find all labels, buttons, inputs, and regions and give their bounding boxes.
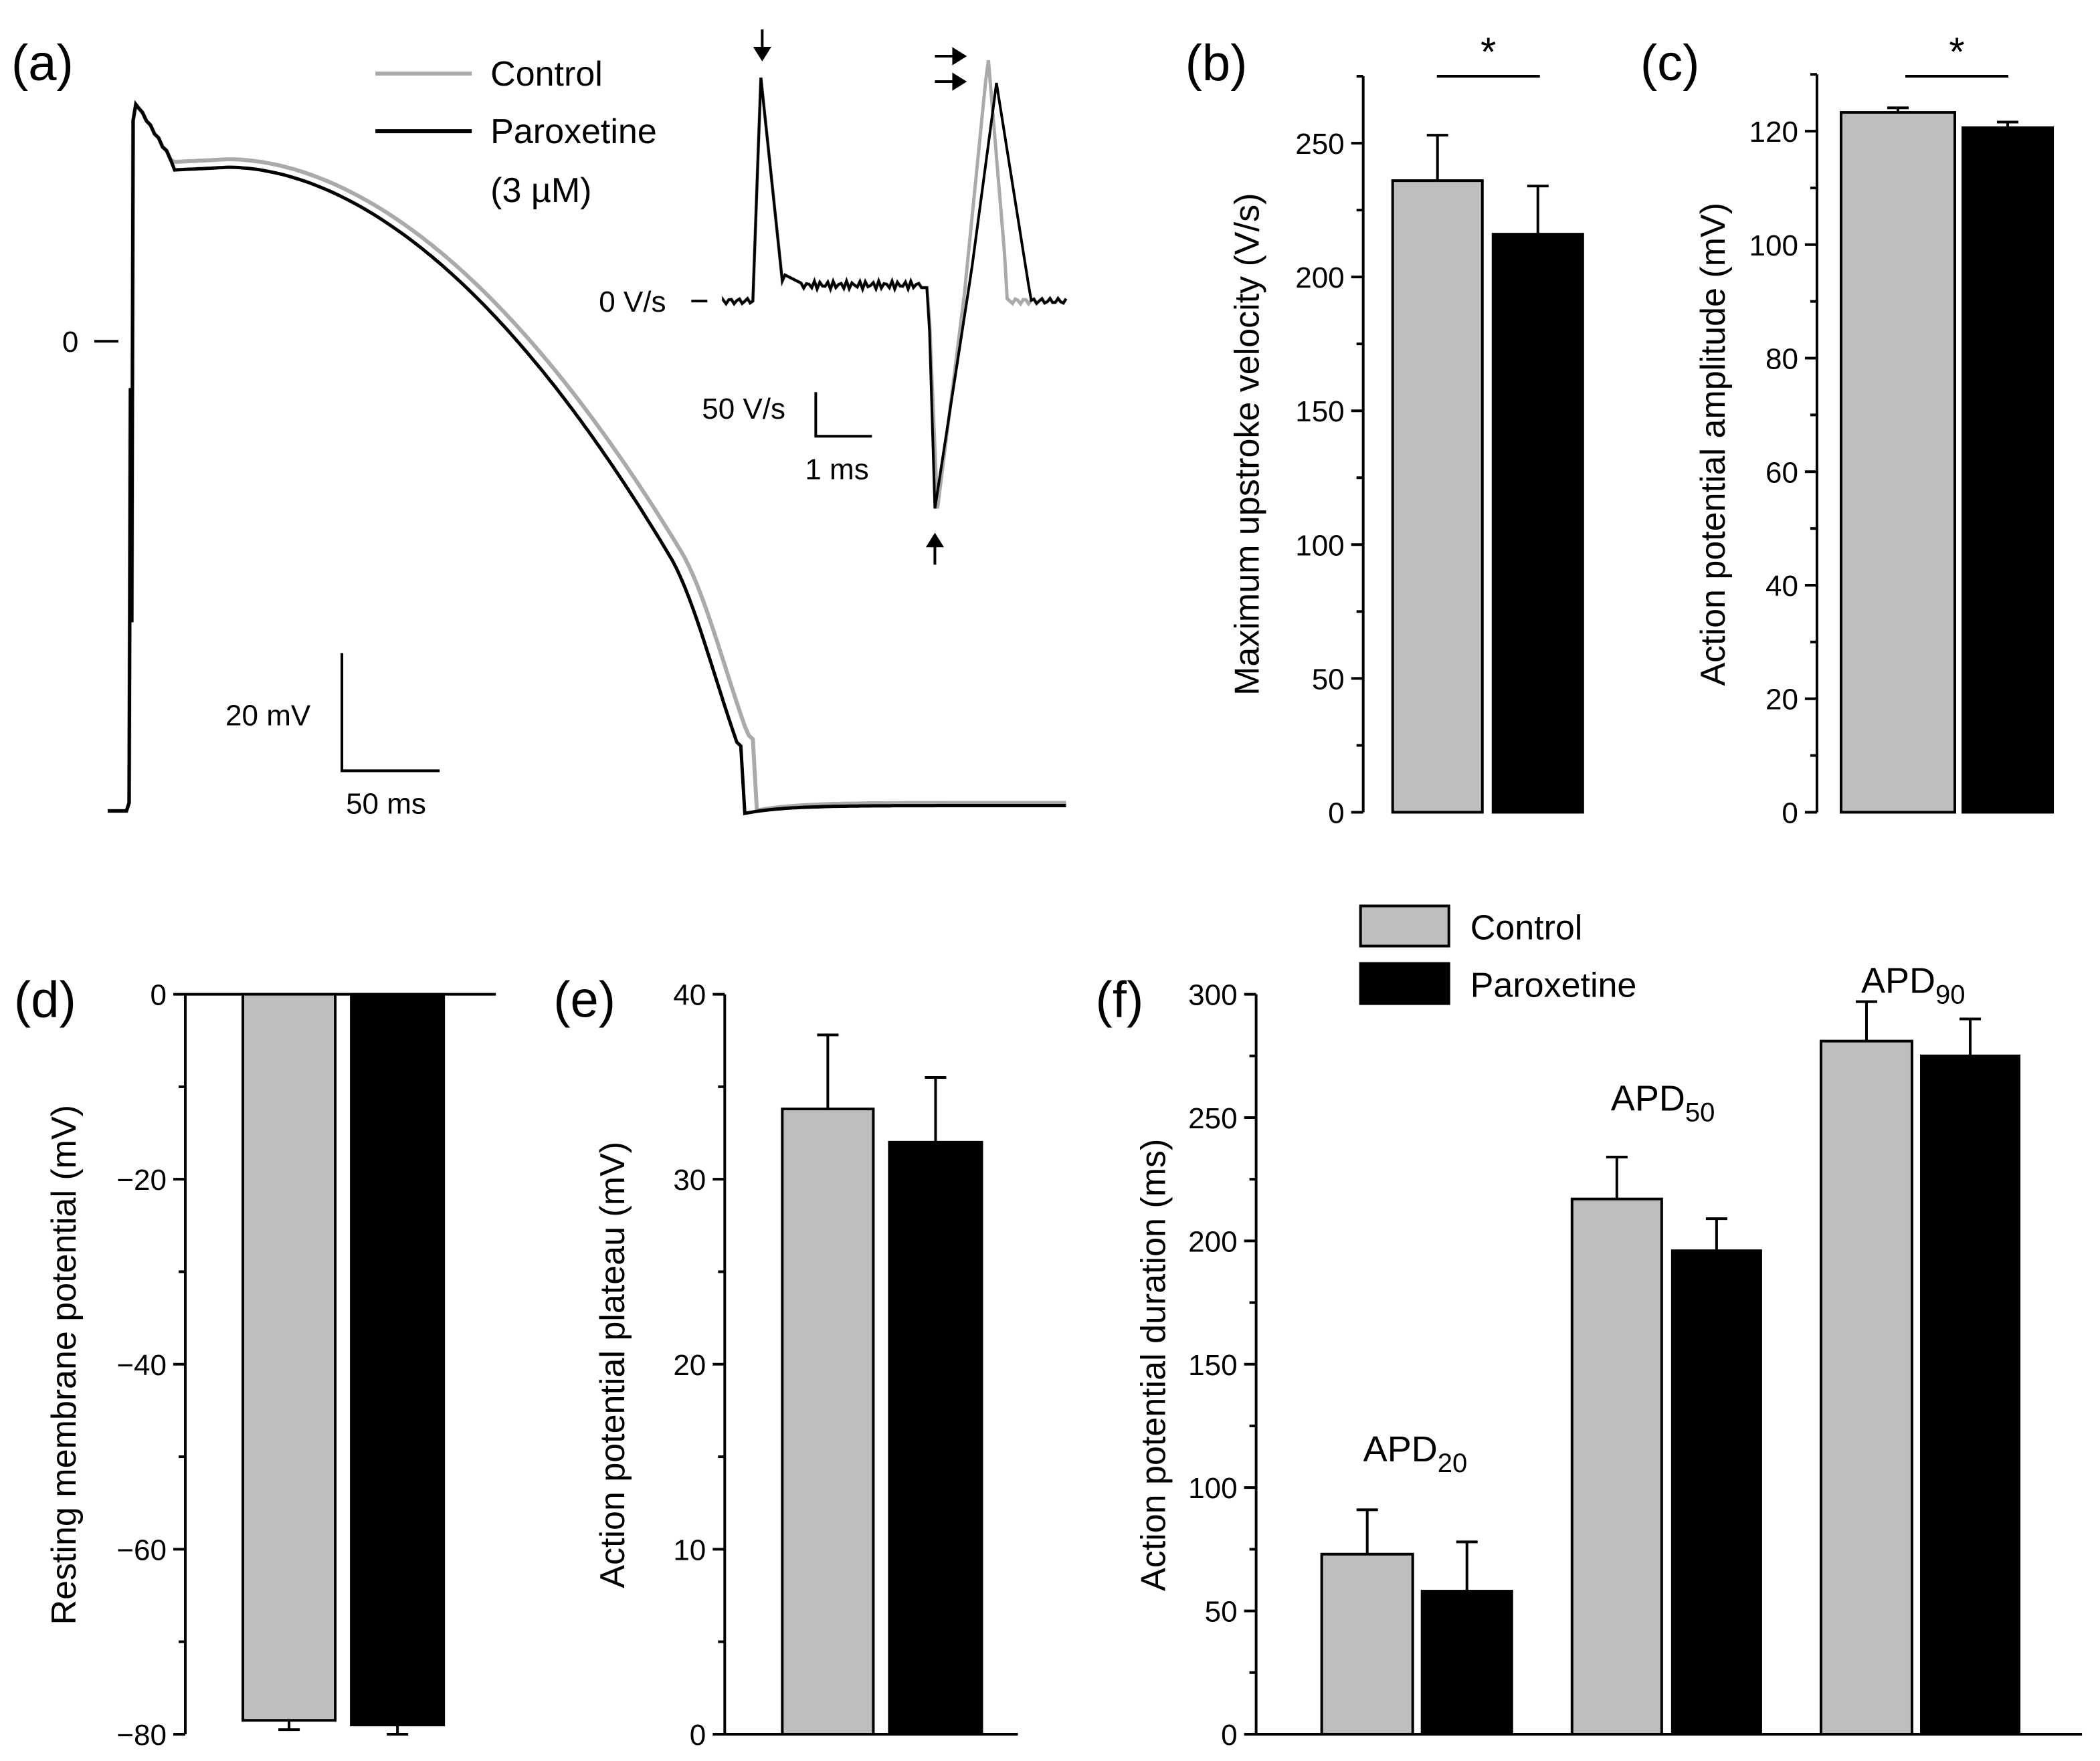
panel-d: (d) 0 −20 −40 −60 −80 Resting membrane potenti… [14,972,496,1752]
y-tick-label: 150 [1188,1349,1237,1382]
legend-label-paroxetine: Paroxetine [1470,966,1637,1005]
significance-star: * [1481,29,1496,74]
inset-trace-control [721,60,1068,509]
y-axis-label: Resting membrane potential (mV) [45,1105,84,1625]
legend-label-concentration: (3 µM) [490,171,591,210]
y-tick-label: 0 [1328,797,1344,829]
y-tick-label: 60 [1765,456,1798,489]
zero-label: 0 [62,326,78,358]
bar-control [1320,1552,1414,1736]
bar-control [1570,1197,1663,1736]
y-tick-label: 40 [1765,570,1798,603]
y-tick-label: 10 [673,1534,706,1566]
y-tick-label: 300 [1188,979,1237,1012]
inset-scalebar-v-label: 50 V/s [702,393,785,425]
arrow-right-icon [952,47,967,66]
scalebar [341,653,440,772]
bar-control [781,1108,875,1736]
bar-paroxetine [1420,1590,1513,1736]
y-tick-label: 20 [1765,684,1798,716]
arrow-icons [753,29,967,565]
panel-label-a: (a) [11,35,74,92]
bar-control [242,993,337,1722]
legend-swatch-control [1359,904,1450,948]
y-tick-label: −80 [116,1719,167,1752]
bar-paroxetine [350,993,446,1727]
panel-label: (e) [553,972,615,1029]
y-axis-label: Maximum upstroke velocity (V/s) [1228,193,1267,696]
inset-scalebar-h-label: 1 ms [805,453,868,486]
y-tick-label: 80 [1765,343,1798,376]
panel-label: (c) [1640,35,1700,92]
bar-paroxetine [1919,1054,2021,1736]
y-tick-label: 250 [1188,1102,1237,1135]
y-tick-label: −40 [116,1349,167,1382]
y-tick-label: 0 [1221,1719,1237,1752]
panel-e: (e) 0 10 20 30 40 Action potential plateau (mV… [553,972,1018,1752]
y-tick-label: 120 [1749,116,1798,148]
bar-control [1839,111,1957,814]
y-tick-label: 100 [1188,1472,1237,1505]
y-tick-label: 150 [1295,395,1344,428]
legend-label-control: Control [1470,909,1583,948]
y-tick-label: 200 [1295,262,1344,294]
y-axis-label: Action potential plateau (mV) [593,1142,632,1588]
panel-label: (f) [1096,972,1144,1029]
bar-control [1391,179,1484,814]
y-tick-label: 30 [673,1164,706,1197]
arrow-down-icon [753,47,771,62]
y-tick-label: −20 [116,1164,167,1197]
panel-label: (d) [14,972,76,1029]
y-tick-label: 0 [1782,797,1798,829]
scalebar-v-label: 20 mV [225,699,311,732]
arrow-up-icon [925,532,945,548]
y-tick-label: 250 [1295,128,1344,161]
arrow-right-icon [952,72,967,91]
category-label-apd50: APD50 [1611,1079,1715,1128]
panel-label: (b) [1185,35,1248,92]
panel-c: (c) 0 20 40 60 80 100 120 Action potential ampli… [1640,29,2055,829]
trace-control [107,99,1066,813]
y-tick-label: 0 [151,979,167,1012]
y-tick-label: 50 [1312,663,1345,696]
category-label-apd20: APD20 [1363,1429,1468,1478]
y-axis-label: Action potential amplitude (mV) [1694,203,1733,686]
bar-paroxetine [888,1140,983,1736]
legend-label-control: Control [490,55,603,94]
inset-scalebar [814,392,872,438]
trace-paroxetine [107,100,1066,815]
y-tick-label: 20 [673,1349,706,1382]
bar-control [1819,1039,1913,1736]
y-tick-label: 40 [673,979,706,1012]
category-label-apd90: APD90 [1861,961,1966,1010]
legend-label-paroxetine: Paroxetine [490,112,657,151]
panel-b: (b) 0 50 100 150 200 250 Maximum upstroke veloc… [1185,29,1584,829]
bar-paroxetine [1962,126,2055,814]
panel-f: (f) 0 50 100 150 200 250 300 Action potential du… [1096,904,2083,1752]
bar-paroxetine [1491,233,1584,814]
y-tick-label: 200 [1188,1225,1237,1258]
y-tick-label: 0 [690,1719,706,1752]
y-tick-label: 100 [1295,529,1344,562]
y-tick-label: 50 [1205,1596,1238,1629]
y-tick-label: −60 [116,1534,167,1566]
legend-swatch-paroxetine [1359,962,1450,1005]
significance-star: * [1949,29,1964,74]
y-tick-label: 100 [1749,229,1798,262]
y-axis-label: Action potential duration (ms) [1135,1139,1173,1591]
inset-zero-label: 0 V/s [599,286,666,318]
panel-a: (a) Control Paroxetine (3 µM) 0 20 mV 50… [11,29,1068,820]
bar-paroxetine [1671,1249,1762,1736]
scalebar-h-label: 50 ms [346,787,426,820]
inset-trace-paroxetine [722,77,1068,509]
